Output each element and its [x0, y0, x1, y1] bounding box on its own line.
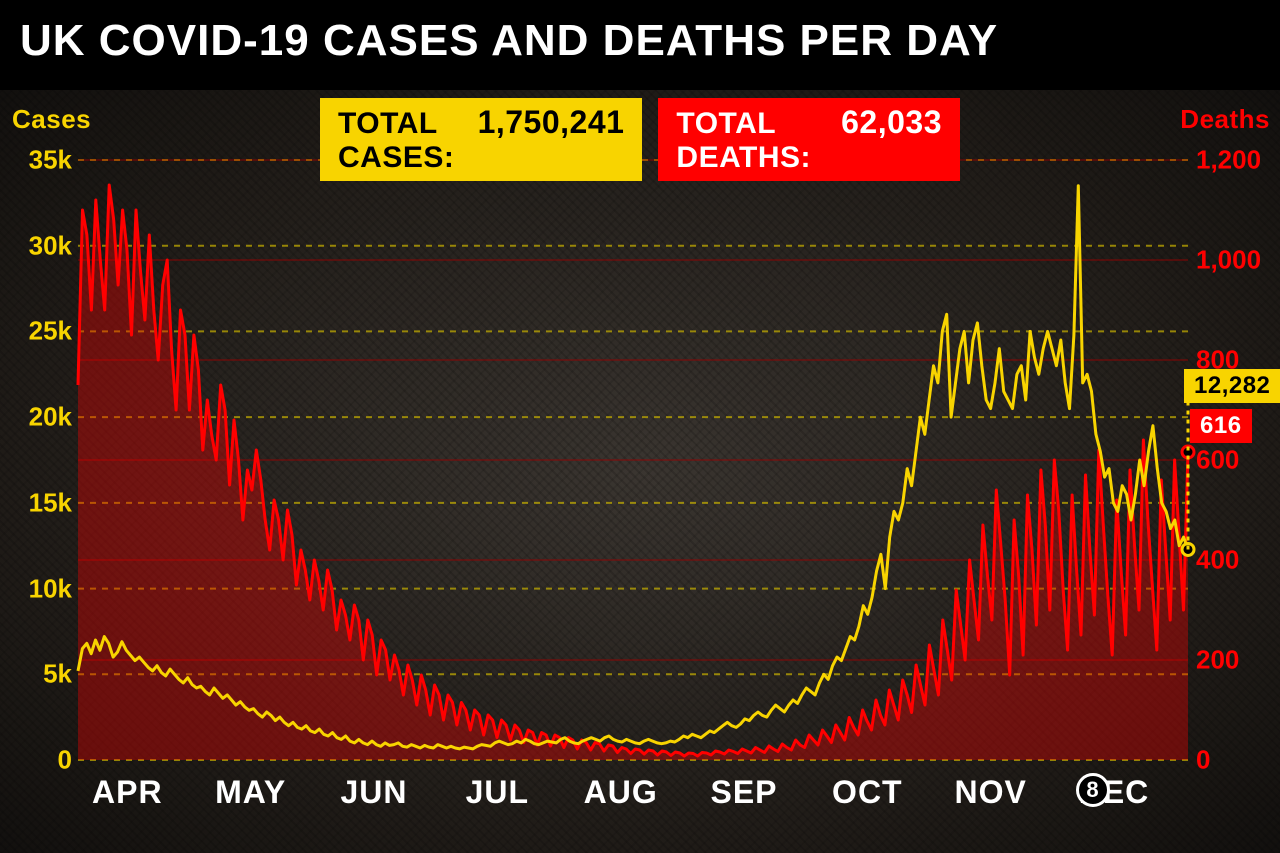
x-tick-oct: OCT: [832, 774, 903, 811]
infographic-container: UK COVID-19 CASES AND DEATHS PER DAY TOT…: [0, 0, 1280, 853]
y-right-tick: 1,000: [1196, 245, 1261, 276]
x-tick-aug: AUG: [584, 774, 658, 811]
y-left-tick: 0: [6, 745, 72, 776]
x-tick-may: MAY: [215, 774, 286, 811]
total-deaths-value: 62,033: [841, 104, 942, 141]
current-date-marker: 8: [1076, 773, 1110, 807]
y-left-tick: 30k: [6, 230, 72, 261]
total-deaths-box: TOTAL DEATHS: 62,033: [658, 98, 960, 181]
y-left-tick: 10k: [6, 573, 72, 604]
x-tick-jul: JUL: [466, 774, 529, 811]
plot-area: [78, 160, 1188, 760]
x-tick-sep: SEP: [710, 774, 777, 811]
cases-callout: 12,282: [1184, 369, 1280, 403]
deaths-callout: 616: [1190, 409, 1252, 443]
y-left-tick: 35k: [6, 145, 72, 176]
total-cases-value: 1,750,241: [478, 104, 625, 141]
total-cases-label: TOTAL CASES:: [338, 107, 468, 175]
page-title: UK COVID-19 CASES AND DEATHS PER DAY: [20, 16, 998, 65]
y-right-tick: 400: [1196, 545, 1239, 576]
cases-callout-value: 12,282: [1194, 372, 1270, 399]
y-left-tick: 15k: [6, 487, 72, 518]
total-deaths-label: TOTAL DEATHS:: [676, 107, 831, 175]
x-tick-nov: NOV: [954, 774, 1026, 811]
x-tick-jun: JUN: [340, 774, 407, 811]
title-bar: UK COVID-19 CASES AND DEATHS PER DAY: [0, 0, 1280, 80]
chart-area: TOTAL CASES: 1,750,241 TOTAL DEATHS: 62,…: [0, 90, 1280, 853]
totals-row: TOTAL CASES: 1,750,241 TOTAL DEATHS: 62,…: [320, 98, 960, 181]
y-right-tick: 1,200: [1196, 145, 1261, 176]
y-left-tick: 25k: [6, 316, 72, 347]
data-lines: [78, 160, 1188, 760]
total-cases-box: TOTAL CASES: 1,750,241: [320, 98, 642, 181]
x-tick-apr: APR: [92, 774, 163, 811]
y-left-tick: 5k: [6, 659, 72, 690]
current-date-day: 8: [1086, 777, 1098, 803]
deaths-callout-value: 616: [1200, 412, 1242, 439]
y-right-tick: 600: [1196, 445, 1239, 476]
y-left-axis-title: Cases: [12, 104, 91, 135]
y-right-tick: 0: [1196, 745, 1210, 776]
y-right-axis-title: Deaths: [1180, 104, 1270, 135]
y-left-tick: 20k: [6, 402, 72, 433]
y-right-tick: 200: [1196, 645, 1239, 676]
